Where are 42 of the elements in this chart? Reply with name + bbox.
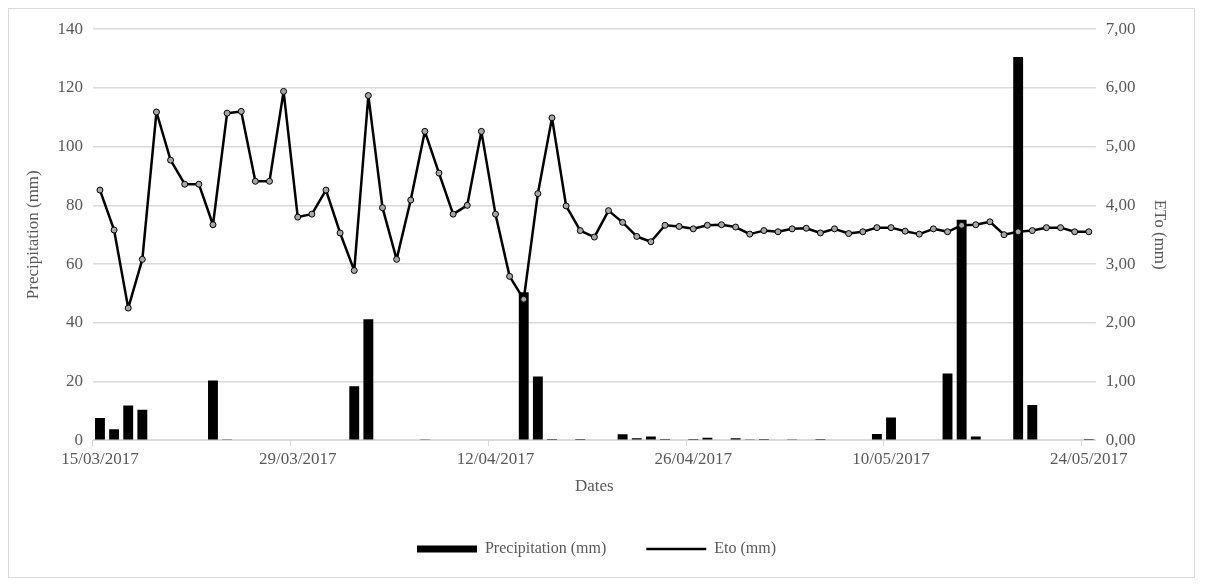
x-tick-label: 29/03/2017 (259, 448, 337, 468)
bar (137, 409, 148, 440)
bar (1027, 404, 1038, 440)
y-tick-label: 100 (57, 136, 83, 156)
bar (871, 434, 882, 440)
x-tick-label: 12/04/2017 (456, 448, 535, 468)
bar (95, 417, 105, 440)
x-tick-label: 15/03/2017 (61, 448, 140, 468)
bar (363, 319, 374, 440)
legend-label: Eto (mm) (714, 539, 777, 558)
y-tick-label: 80 (65, 194, 83, 214)
y2-tick-label: 6,00 (1105, 77, 1136, 97)
y2-tick-label: 4,00 (1105, 194, 1136, 214)
bar (886, 417, 896, 440)
bar (208, 380, 218, 440)
legend-label: Precipitation (mm) (484, 539, 607, 558)
y2-tick-label: 1,00 (1105, 370, 1136, 390)
y-tick-label: 60 (65, 253, 83, 273)
y-tick-label: 40 (65, 312, 83, 332)
bar (349, 386, 360, 440)
x-tick-label: 24/05/2017 (1050, 448, 1129, 468)
bar (532, 376, 543, 440)
y2-tick-label: 0,00 (1105, 429, 1136, 449)
y-tick-label: 120 (57, 77, 83, 97)
y2-tick-label: 2,00 (1105, 312, 1136, 332)
y-tick-label: 140 (57, 18, 83, 38)
y-tick-label: 0 (74, 429, 83, 449)
x-axis-title: Dates (575, 476, 614, 496)
bar (617, 434, 628, 440)
bar (942, 373, 953, 440)
y2-axis-title: ETo (mm) (1151, 199, 1171, 270)
y2-tick-label: 5,00 (1105, 136, 1136, 156)
x-tick-label: 26/04/2017 (654, 448, 733, 468)
bar (109, 429, 120, 440)
x-tick-label: 10/05/2017 (852, 448, 931, 468)
y-axis-title: Precipitation (mm) (22, 170, 42, 300)
y-tick-label: 20 (65, 370, 83, 390)
y2-tick-label: 3,00 (1105, 253, 1136, 273)
bar (645, 436, 656, 440)
bar (970, 436, 981, 440)
y2-tick-label: 7,00 (1105, 18, 1136, 38)
bar (123, 405, 134, 440)
